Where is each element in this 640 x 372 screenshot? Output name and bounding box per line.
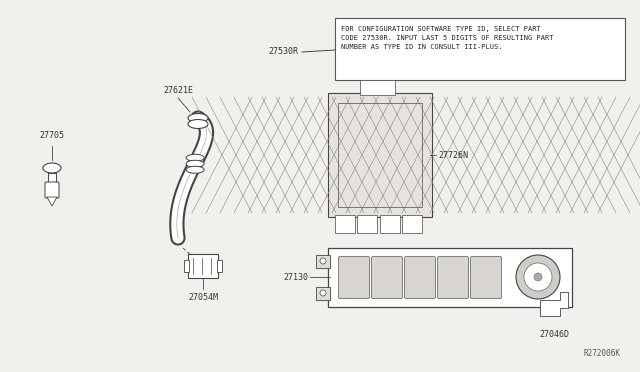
Ellipse shape xyxy=(186,160,204,167)
Text: 27046D: 27046D xyxy=(539,330,569,339)
Text: 27130: 27130 xyxy=(283,273,308,282)
Polygon shape xyxy=(540,292,568,316)
Polygon shape xyxy=(47,197,57,206)
FancyBboxPatch shape xyxy=(404,257,435,298)
Ellipse shape xyxy=(43,163,61,173)
FancyBboxPatch shape xyxy=(371,257,403,298)
Ellipse shape xyxy=(188,113,208,122)
Ellipse shape xyxy=(186,154,204,161)
Bar xyxy=(48,173,56,183)
Bar xyxy=(184,260,189,272)
Text: 27621E: 27621E xyxy=(163,86,193,95)
FancyBboxPatch shape xyxy=(470,257,502,298)
Text: R272006K: R272006K xyxy=(583,349,620,358)
Circle shape xyxy=(320,290,326,296)
FancyBboxPatch shape xyxy=(328,248,572,307)
Bar xyxy=(335,18,625,80)
Circle shape xyxy=(524,263,552,291)
Bar xyxy=(380,215,400,233)
Bar xyxy=(338,103,422,207)
FancyBboxPatch shape xyxy=(45,182,59,198)
FancyBboxPatch shape xyxy=(438,257,468,298)
Bar xyxy=(316,255,330,268)
Circle shape xyxy=(534,273,542,281)
Circle shape xyxy=(516,255,560,299)
Text: 27726N: 27726N xyxy=(438,151,468,160)
FancyBboxPatch shape xyxy=(188,254,218,278)
Ellipse shape xyxy=(186,166,204,173)
Ellipse shape xyxy=(188,119,208,128)
Bar xyxy=(316,287,330,300)
Bar xyxy=(335,215,355,233)
FancyBboxPatch shape xyxy=(339,257,369,298)
FancyBboxPatch shape xyxy=(328,93,432,217)
Bar xyxy=(360,80,395,95)
Bar xyxy=(357,215,377,233)
Text: 27530R: 27530R xyxy=(268,48,298,57)
Bar xyxy=(402,215,422,233)
Text: 27705: 27705 xyxy=(40,131,65,140)
Text: FOR CONFIGURATION SOFTWARE TYPE ID, SELECT PART
CODE 27530R. INPUT LAST 5 DIGITS: FOR CONFIGURATION SOFTWARE TYPE ID, SELE… xyxy=(341,26,554,50)
Bar xyxy=(217,260,222,272)
Circle shape xyxy=(320,258,326,264)
Text: 27054M: 27054M xyxy=(188,293,218,302)
